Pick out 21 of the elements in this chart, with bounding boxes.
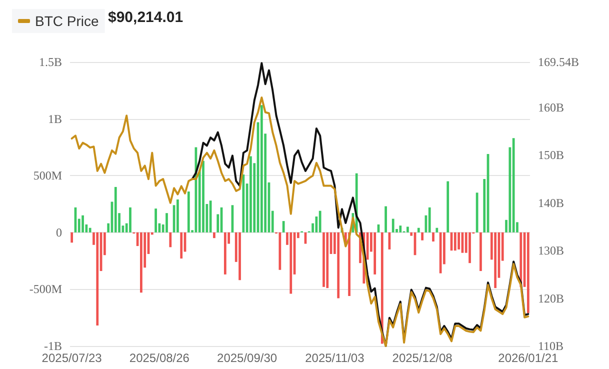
y2-tick-label: 110B	[538, 339, 564, 353]
y2-tick-label: 120B	[538, 291, 564, 306]
y-tick-label: 0	[56, 225, 62, 240]
y2-tick-label: 140B	[538, 196, 564, 210]
y-tick-label: 1B	[48, 112, 62, 126]
x-tick-label: 2026/01/21	[498, 351, 559, 365]
y2-tick-label: 150B	[538, 148, 564, 162]
y-tick-label: -500M	[29, 282, 62, 296]
y-tick-label: -1B	[44, 339, 62, 353]
legend-label: BTC Price	[35, 13, 99, 29]
y2-tick-label: 160B	[538, 100, 564, 115]
y-tick-label: 1.5B	[38, 55, 62, 69]
y2-tick-label: 130B	[538, 244, 564, 258]
y2-tick-label: 169.54B	[538, 55, 580, 69]
x-tick-label: 2025/07/23	[42, 351, 102, 365]
text: $90,214.01	[108, 9, 184, 26]
x-tick-label: 2025/09/30	[217, 351, 278, 365]
x-tick-label: 2025/11/03	[305, 351, 365, 365]
x-tick-label: 2025/08/26	[129, 351, 190, 365]
y-tick-label: 500M	[33, 168, 62, 183]
x-tick-label: 2025/12/08	[392, 351, 453, 365]
